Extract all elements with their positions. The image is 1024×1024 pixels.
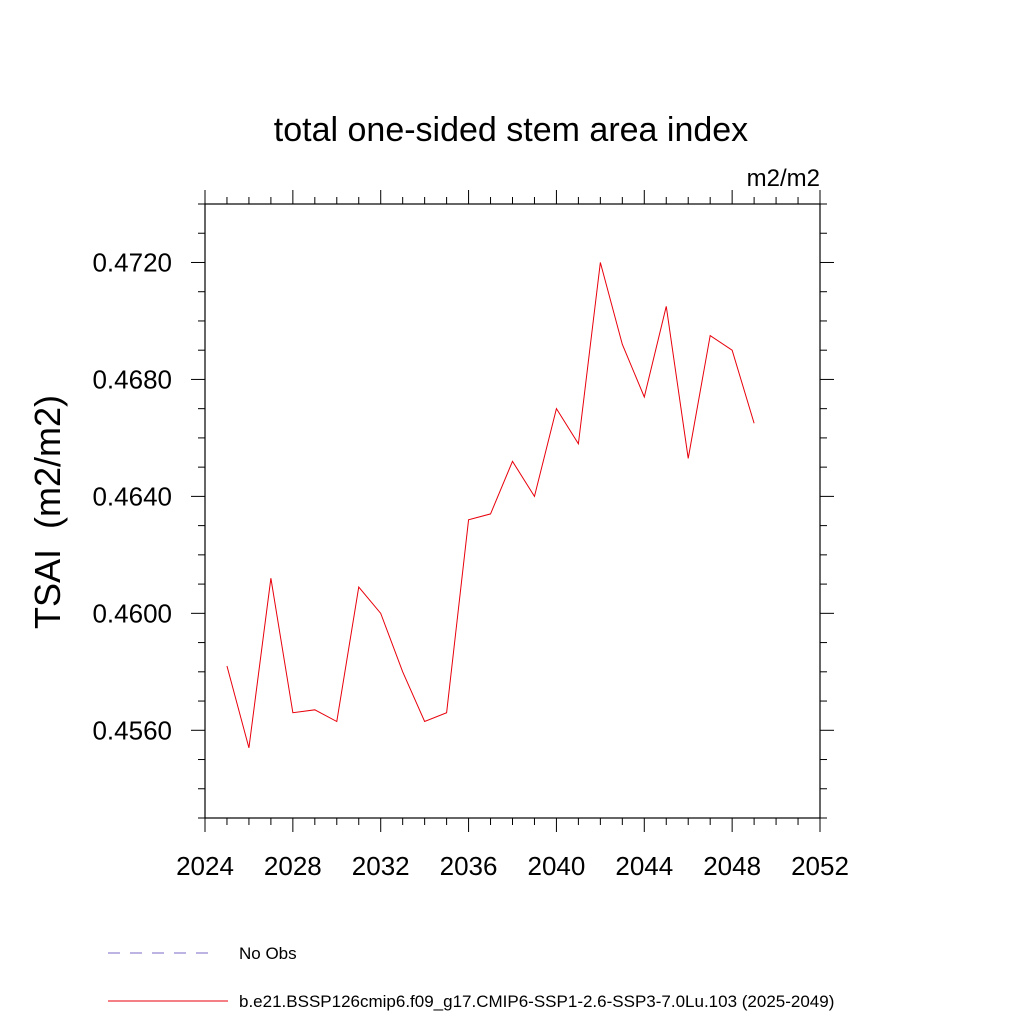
legend-label-no-obs: No Obs bbox=[239, 944, 297, 963]
axis-tick-labels: 2024 2028 2032 2036 2040 2044 2048 2052 0.4560 0.… bbox=[92, 247, 848, 881]
x-tick-label: 2032 bbox=[352, 851, 410, 881]
chart-title: total one-sided stem area index bbox=[274, 111, 748, 149]
series-layer bbox=[226, 262, 755, 748]
legend-label-series: b.e21.BSSP126cmip6.f09_g17.CMIP6-SSP1-2.… bbox=[239, 992, 834, 1011]
x-tick-label: 2036 bbox=[440, 851, 498, 881]
y-tick-label: 0.4600 bbox=[92, 598, 172, 628]
x-tick-label: 2028 bbox=[264, 851, 322, 881]
series-line bbox=[226, 262, 755, 748]
plot-frame bbox=[204, 203, 821, 819]
x-tick-label: 2052 bbox=[791, 851, 849, 881]
y-axis-label: TSAI (m2/m2) bbox=[27, 395, 68, 629]
y-tick-label: 0.4640 bbox=[92, 481, 172, 511]
x-tick-label: 2040 bbox=[528, 851, 586, 881]
x-tick-label: 2048 bbox=[703, 851, 761, 881]
x-tick-label: 2024 bbox=[176, 851, 234, 881]
y-tick-label: 0.4720 bbox=[92, 247, 172, 277]
legend: No Obs b.e21.BSSP126cmip6.f09_g17.CMIP6-… bbox=[108, 944, 834, 1011]
y-tick-label: 0.4560 bbox=[92, 715, 172, 745]
units-label: m2/m2 bbox=[747, 165, 820, 192]
y-tick-label: 0.4680 bbox=[92, 364, 172, 394]
x-tick-label: 2044 bbox=[615, 851, 673, 881]
axis-ticks bbox=[191, 190, 834, 832]
